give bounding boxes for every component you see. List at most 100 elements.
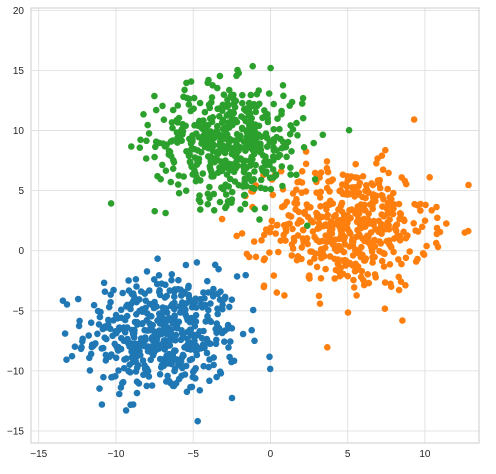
scatter-point xyxy=(279,82,287,89)
scatter-point xyxy=(406,248,414,255)
scatter-point xyxy=(203,349,211,357)
scatter-point xyxy=(195,155,203,163)
y-tick-label: −10 xyxy=(7,366,24,377)
scatter-point xyxy=(174,181,182,188)
scatter-point xyxy=(87,319,95,327)
scatter-point xyxy=(124,301,131,309)
scatter-point xyxy=(96,313,104,321)
scatter-point xyxy=(277,167,285,175)
scatter-point xyxy=(261,158,268,166)
scatter-point xyxy=(175,172,183,179)
scatter-point xyxy=(252,108,260,116)
scatter-point xyxy=(228,150,236,158)
scatter-point xyxy=(126,361,133,369)
scatter-point xyxy=(287,164,294,171)
scatter-point xyxy=(240,165,248,172)
scatter-point xyxy=(186,158,194,165)
scatter-point xyxy=(192,365,199,372)
scatter-point xyxy=(161,346,168,353)
scatter-point xyxy=(204,277,211,285)
scatter-point xyxy=(384,210,392,217)
scatter-point xyxy=(154,255,161,262)
scatter-point xyxy=(262,170,270,177)
scatter-point xyxy=(189,171,196,178)
scatter-point xyxy=(79,338,86,345)
scatter-point xyxy=(336,272,344,280)
scatter-point xyxy=(96,385,103,392)
scatter-point xyxy=(299,114,307,122)
scatter-point xyxy=(373,192,380,200)
scatter-point xyxy=(328,230,336,237)
scatter-point xyxy=(186,356,194,364)
scatter-point xyxy=(278,203,286,211)
scatter-point xyxy=(225,142,233,150)
scatter-point xyxy=(269,166,277,173)
scatter-point xyxy=(340,248,348,256)
scatter-point xyxy=(375,180,383,187)
scatter-point xyxy=(200,117,207,124)
scatter-point xyxy=(265,90,273,97)
scatter-point xyxy=(228,196,236,203)
scatter-point xyxy=(201,108,209,116)
scatter-point xyxy=(296,217,303,224)
scatter-point xyxy=(316,223,323,230)
scatter-point xyxy=(385,169,392,177)
scatter-point xyxy=(193,259,201,266)
scatter-point xyxy=(120,364,128,372)
scatter-point xyxy=(396,237,404,244)
scatter-point xyxy=(289,225,296,233)
scatter-point xyxy=(137,351,144,359)
scatter-point xyxy=(248,133,255,141)
tick-labels: −15 −10 −5 0 5 10 −15 −10 −5 0 5 10 15 20 xyxy=(7,6,431,460)
scatter-point xyxy=(206,104,214,112)
scatter-point xyxy=(259,114,266,122)
scatter-point xyxy=(241,200,249,208)
scatter-point xyxy=(410,220,418,227)
scatter-point xyxy=(293,195,300,203)
scatter-point xyxy=(224,325,232,332)
scatter-point xyxy=(255,131,262,138)
scatter-point xyxy=(187,140,195,147)
scatter-point xyxy=(314,211,322,218)
scatter-point xyxy=(116,390,123,398)
scatter-point xyxy=(392,227,400,235)
scatter-point xyxy=(144,327,151,334)
scatter-point xyxy=(168,119,176,126)
scatter-point xyxy=(228,394,236,402)
scatter-point xyxy=(264,115,272,122)
scatter-point xyxy=(163,292,171,300)
scatter-point xyxy=(402,282,409,289)
scatter-point xyxy=(204,200,212,208)
scatter-point xyxy=(350,190,358,198)
scatter-point xyxy=(182,122,189,130)
scatter-point xyxy=(270,126,278,133)
scatter-point xyxy=(111,340,118,348)
scatter-point xyxy=(175,276,182,284)
scatter-point xyxy=(280,92,287,100)
scatter-point xyxy=(342,262,350,269)
scatter-point xyxy=(68,352,76,360)
scatter-point xyxy=(200,289,207,296)
scatter-point xyxy=(339,171,347,178)
scatter-point xyxy=(277,237,285,244)
scatter-point xyxy=(317,275,325,282)
scatter-point xyxy=(196,192,203,199)
scatter-point xyxy=(142,297,149,305)
scatter-point xyxy=(190,105,197,112)
scatter-point xyxy=(316,194,324,201)
scatter-point xyxy=(169,124,176,132)
scatter-point xyxy=(150,276,158,283)
scatter-point xyxy=(200,362,207,370)
scatter-point xyxy=(133,283,140,290)
scatter-point xyxy=(298,244,306,251)
scatter-point xyxy=(287,213,295,220)
scatter-point xyxy=(238,124,246,132)
scatter-point xyxy=(214,310,221,318)
scatter-point xyxy=(248,326,255,334)
scatter-point xyxy=(281,143,289,151)
scatter-point xyxy=(219,305,226,313)
scatter-point xyxy=(154,172,161,180)
scatter-point xyxy=(226,353,233,361)
scatter-point xyxy=(267,185,275,193)
scatter-point xyxy=(186,326,194,334)
